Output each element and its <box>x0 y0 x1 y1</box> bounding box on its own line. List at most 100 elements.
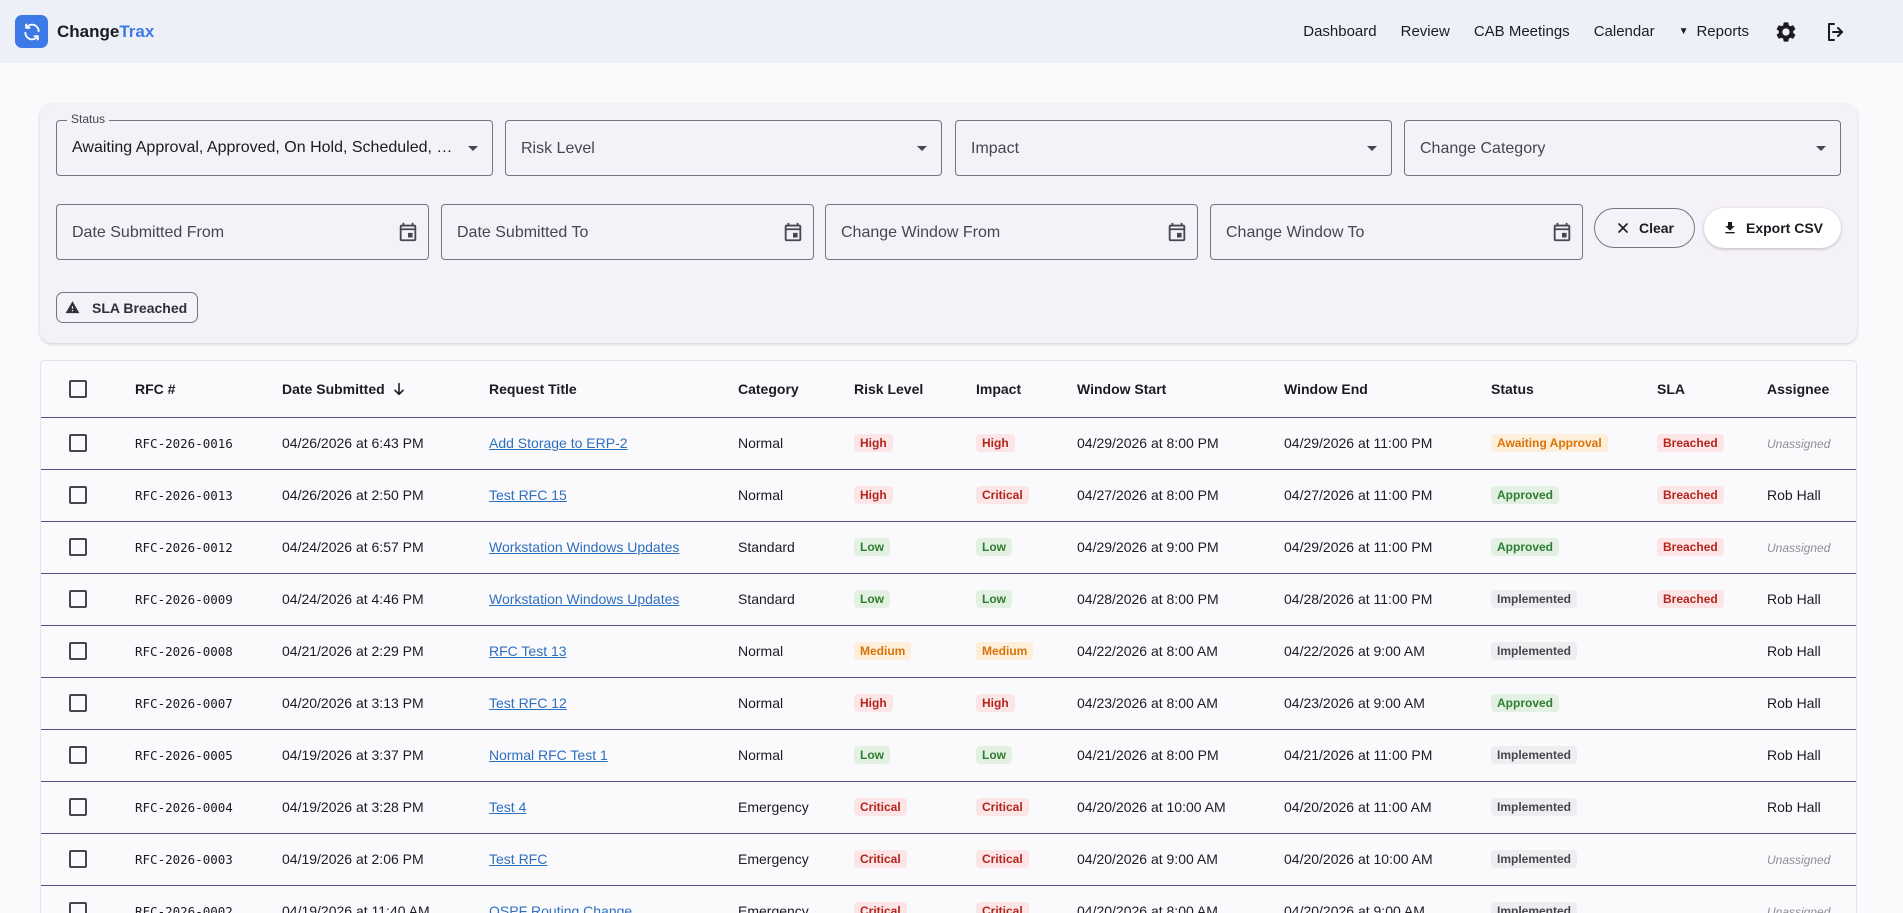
rfc-number-text: RFC-2026-0009 <box>135 592 233 607</box>
window-end: 04/29/2026 at 11:00 PM <box>1284 417 1491 470</box>
table-row[interactable]: RFC-2026-0005 04/19/2026 at 3:37 PM Normal… <box>41 729 1856 782</box>
table-row[interactable]: RFC-2026-0009 04/24/2026 at 4:46 PM Workst… <box>41 573 1856 626</box>
nav-cab-meetings[interactable]: CAB Meetings <box>1474 23 1570 40</box>
assignee-cell: Rob Hall <box>1767 573 1856 626</box>
sla-breached-chip[interactable]: SLA Breached <box>56 292 199 323</box>
date-submitted-to-input[interactable]: Date Submitted To <box>441 204 814 260</box>
assignee: Rob Hall <box>1767 799 1821 815</box>
status-badge: Implemented <box>1491 746 1578 764</box>
column-header-status[interactable]: Status <box>1491 361 1657 418</box>
nav-dashboard[interactable]: Dashboard <box>1303 23 1376 40</box>
impact-badge: Critical <box>976 798 1029 816</box>
table-row[interactable]: RFC-2026-0004 04/19/2026 at 3:28 PM Test 4… <box>41 781 1856 834</box>
row-checkbox[interactable] <box>69 746 87 764</box>
column-header-title[interactable]: Request Title <box>489 361 738 418</box>
row-checkbox[interactable] <box>69 538 87 556</box>
rfc-number: RFC-2026-0009 <box>135 573 282 626</box>
brand-name[interactable]: ChangeTrax <box>57 22 154 42</box>
assignee-cell: Rob Hall <box>1767 625 1856 678</box>
table-row[interactable]: RFC-2026-0002 04/19/2026 at 11:40 AM OSPF … <box>41 885 1856 913</box>
request-title-link[interactable]: Add Storage to ERP-2 <box>489 435 628 451</box>
row-select-cell <box>41 417 135 470</box>
risk-badge: Low <box>854 746 890 764</box>
calendar-icon[interactable] <box>782 221 804 243</box>
date-submitted: 04/21/2026 at 2:29 PM <box>282 625 489 678</box>
change-window-from-input[interactable]: Change Window From <box>825 204 1198 260</box>
row-checkbox[interactable] <box>69 642 87 660</box>
column-header-window-end[interactable]: Window End <box>1284 361 1491 418</box>
request-title-link[interactable]: Normal RFC Test 1 <box>489 747 608 763</box>
request-title-link[interactable]: Test RFC <box>489 851 548 867</box>
column-header-impact[interactable]: Impact <box>976 361 1077 418</box>
table-row[interactable]: RFC-2026-0003 04/19/2026 at 2:06 PM Test R… <box>41 833 1856 886</box>
row-checkbox[interactable] <box>69 850 87 868</box>
nav-calendar[interactable]: Calendar <box>1594 23 1655 40</box>
calendar-icon[interactable] <box>397 221 419 243</box>
impact-cell: Medium <box>976 625 1077 678</box>
request-title-link[interactable]: Test RFC 12 <box>489 695 567 711</box>
impact-cell: Low <box>976 521 1077 574</box>
change-window-to-input[interactable]: Change Window To <box>1210 204 1583 260</box>
row-checkbox[interactable] <box>69 434 87 452</box>
request-title-link[interactable]: Workstation Windows Updates <box>489 591 680 607</box>
nav-reports-label: Reports <box>1696 23 1749 40</box>
request-title-link[interactable]: Test 4 <box>489 799 527 815</box>
impact-badge: Low <box>976 590 1012 608</box>
logout-button[interactable] <box>1823 19 1849 45</box>
column-header-date-submitted[interactable]: Date Submitted <box>282 361 489 418</box>
risk-level-select[interactable]: Risk Level <box>505 120 942 176</box>
column-header-window-start[interactable]: Window Start <box>1077 361 1284 418</box>
date-submitted-from-input[interactable]: Date Submitted From <box>56 204 429 260</box>
request-title-link[interactable]: RFC Test 13 <box>489 643 567 659</box>
rfc-number: RFC-2026-0003 <box>135 833 282 886</box>
change-window-to-placeholder: Change Window To <box>1226 224 1365 241</box>
request-title-link[interactable]: Test RFC 15 <box>489 487 567 503</box>
nav-review[interactable]: Review <box>1401 23 1450 40</box>
impact-cell: Critical <box>976 833 1077 886</box>
calendar-icon[interactable] <box>1166 221 1188 243</box>
rfc-number: RFC-2026-0004 <box>135 781 282 834</box>
table-row[interactable]: RFC-2026-0007 04/20/2026 at 3:13 PM Test R… <box>41 677 1856 730</box>
status-select[interactable]: Status Awaiting Approval, Approved, On H… <box>56 112 493 176</box>
row-select-cell <box>41 521 135 574</box>
window-start: 04/21/2026 at 8:00 PM <box>1077 729 1284 782</box>
window-end: 04/22/2026 at 9:00 AM <box>1284 625 1491 678</box>
calendar-icon[interactable] <box>1551 221 1573 243</box>
table-row[interactable]: RFC-2026-0008 04/21/2026 at 2:29 PM RFC Te… <box>41 625 1856 678</box>
change-category-select[interactable]: Change Category <box>1404 120 1841 176</box>
nav-reports[interactable]: ▼ Reports <box>1679 23 1749 40</box>
row-checkbox[interactable] <box>69 902 87 913</box>
table-row[interactable]: RFC-2026-0012 04/24/2026 at 6:57 PM Workst… <box>41 521 1856 574</box>
request-title-link[interactable]: OSPF Routing Change <box>489 903 633 913</box>
risk-badge: Critical <box>854 850 907 868</box>
table-row[interactable]: RFC-2026-0013 04/26/2026 at 2:50 PM Test R… <box>41 469 1856 522</box>
rfc-number: RFC-2026-0005 <box>135 729 282 782</box>
column-header-risk[interactable]: Risk Level <box>854 361 976 418</box>
settings-button[interactable] <box>1773 19 1799 45</box>
rfc-table: RFC # Date Submitted Request Title Categ… <box>41 361 1856 913</box>
category: Normal <box>738 417 854 470</box>
date-submitted-to-placeholder: Date Submitted To <box>457 224 589 241</box>
row-checkbox[interactable] <box>69 694 87 712</box>
app-logo[interactable] <box>15 15 48 48</box>
risk-cell: Low <box>854 521 976 574</box>
column-header-category[interactable]: Category <box>738 361 854 418</box>
assignee: Unassigned <box>1767 905 1831 913</box>
rfc-number-text: RFC-2026-0008 <box>135 644 233 659</box>
clear-button[interactable]: Clear <box>1594 208 1695 248</box>
export-csv-button[interactable]: Export CSV <box>1704 208 1841 248</box>
table-row[interactable]: RFC-2026-0016 04/26/2026 at 6:43 PM Add St… <box>41 417 1856 470</box>
row-checkbox[interactable] <box>69 486 87 504</box>
column-header-assignee[interactable]: Assignee <box>1767 361 1856 418</box>
assignee: Rob Hall <box>1767 487 1821 503</box>
sla-cell: Breached <box>1657 417 1767 470</box>
request-title-link[interactable]: Workstation Windows Updates <box>489 539 680 555</box>
row-checkbox[interactable] <box>69 590 87 608</box>
category: Normal <box>738 469 854 522</box>
column-header-sla[interactable]: SLA <box>1657 361 1767 418</box>
select-all-checkbox[interactable] <box>69 379 87 398</box>
column-header-rfc[interactable]: RFC # <box>135 361 282 418</box>
impact-select[interactable]: Impact <box>955 120 1392 176</box>
risk-badge: Low <box>854 538 890 556</box>
row-checkbox[interactable] <box>69 798 87 816</box>
